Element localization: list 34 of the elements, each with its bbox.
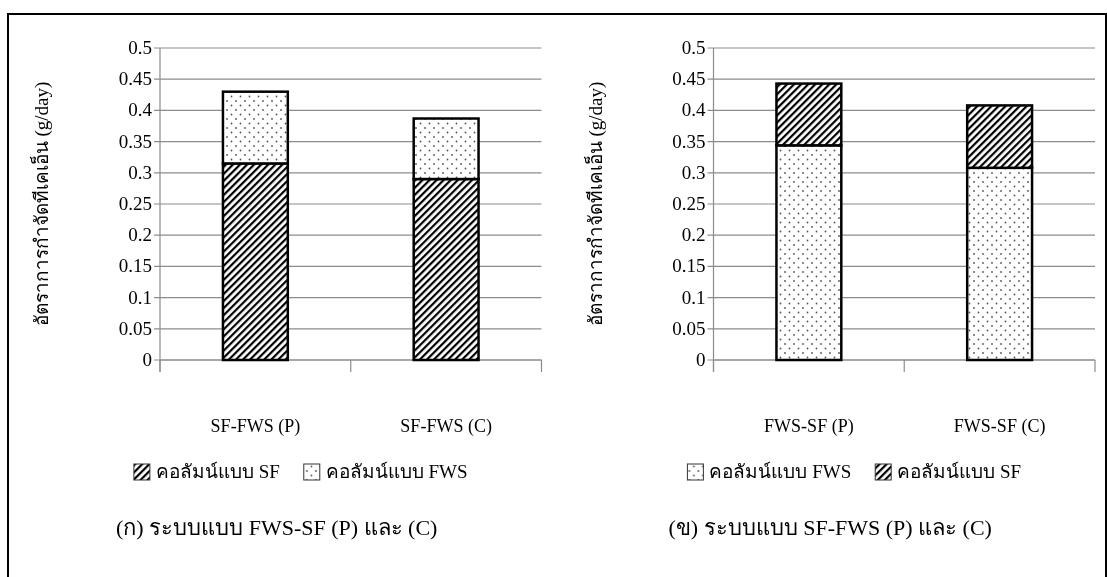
y-tick-label: 0.15 bbox=[672, 255, 706, 277]
y-axis-title: อัตราการกำจัดทีเคเอ็น (g/day) bbox=[582, 81, 607, 327]
y-tick-label: 0.15 bbox=[118, 255, 152, 277]
legend-label: คอลัมน์แบบ SF bbox=[897, 461, 1022, 482]
x-tick-label: SF-FWS (P) bbox=[210, 416, 301, 437]
text: (ข) ระบบแบบ SF-FWS (P) และ (C) bbox=[668, 515, 992, 540]
legend-label: คอลัมน์แบบ FWS bbox=[709, 461, 852, 482]
y-tick-label: 0.1 bbox=[128, 286, 152, 308]
y-tick-label: 0.3 bbox=[681, 161, 706, 183]
y-tick-label: 0.05 bbox=[118, 317, 152, 339]
y-tick-label: 0.45 bbox=[118, 68, 152, 90]
y-tick-label: 0.25 bbox=[672, 193, 706, 214]
y-tick-label: 0.4 bbox=[681, 99, 706, 121]
y-tick-label: 0.2 bbox=[128, 224, 152, 246]
y-tick-label: 0.1 bbox=[681, 286, 706, 308]
y-tick-label: 0.4 bbox=[128, 99, 153, 121]
y-tick-label: 0.5 bbox=[681, 37, 706, 58]
legend-label: คอลัมน์แบบ SF bbox=[155, 461, 280, 482]
y-tick-label: 0.25 bbox=[118, 193, 152, 214]
y-tick-label: 0.3 bbox=[128, 161, 152, 183]
y-tick-label: 0.35 bbox=[672, 130, 706, 152]
y-tick-label: 0 bbox=[142, 349, 152, 370]
x-tick-label: FWS-SF (P) bbox=[764, 416, 854, 437]
x-tick-label: SF-FWS (C) bbox=[400, 416, 492, 437]
y-tick-label: 0.5 bbox=[128, 37, 152, 58]
y-tick-label: 0.35 bbox=[118, 130, 152, 152]
y-tick-label: 0.2 bbox=[681, 224, 706, 246]
y-axis-title: อัตราการกำจัดทีเคเอ็น (g/day) bbox=[29, 81, 53, 327]
y-tick-label: 0.05 bbox=[672, 317, 706, 339]
x-tick-label: FWS-SF (C) bbox=[953, 416, 1046, 437]
legend-label: คอลัมน์แบบ FWS bbox=[325, 461, 468, 482]
y-tick-label: 0.45 bbox=[672, 68, 706, 90]
text: (ก) ระบบแบบ FWS-SF (P) และ (C) bbox=[116, 515, 438, 540]
y-tick-label: 0 bbox=[696, 349, 706, 370]
